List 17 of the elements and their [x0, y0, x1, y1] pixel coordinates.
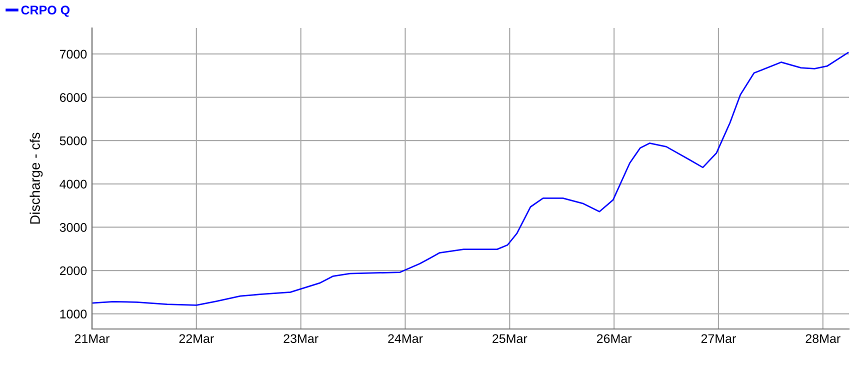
- x-tick-label: 22Mar: [179, 334, 214, 344]
- y-tick-label: 1000: [60, 310, 87, 318]
- x-tick-label: 23Mar: [284, 334, 318, 344]
- y-tick-label: 3000: [60, 223, 87, 232]
- legend-label: CRPO Q: [21, 6, 70, 17]
- x-tick-label: 28Mar: [806, 334, 840, 344]
- y-axis-title: Discharge - cfs: [30, 132, 43, 224]
- x-tick-label: 27Mar: [701, 334, 736, 344]
- y-tick-label: 4000: [60, 180, 87, 189]
- x-tick-label: 25Mar: [492, 334, 528, 344]
- y-tick-label: 2000: [60, 266, 87, 276]
- y-tick-label: 6000: [60, 93, 87, 102]
- x-tick-label: 24Mar: [388, 334, 423, 344]
- x-tick-label: 26Mar: [596, 334, 632, 344]
- y-tick-label: 7000: [60, 50, 87, 59]
- y-tick-label: 5000: [60, 136, 87, 146]
- x-tick-label: 21Mar: [74, 334, 110, 344]
